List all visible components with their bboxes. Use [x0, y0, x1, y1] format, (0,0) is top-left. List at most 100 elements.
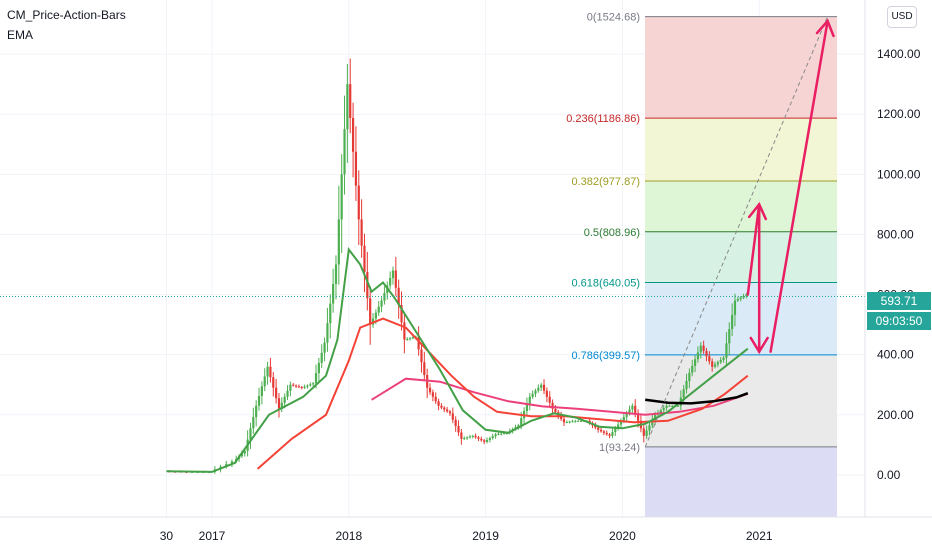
candle-body	[594, 425, 597, 428]
candle-body	[377, 306, 380, 313]
candle-body	[460, 432, 463, 439]
candle-body	[719, 359, 722, 363]
candle-body	[725, 343, 728, 358]
candle-body	[275, 387, 278, 399]
candle-body	[531, 393, 534, 397]
candle-body	[608, 434, 611, 436]
fib-band	[645, 282, 837, 355]
candle-body	[334, 264, 338, 285]
candle-body	[488, 438, 491, 440]
indicator-label-price-action[interactable]: CM_Price-Action-Bars	[7, 8, 126, 22]
candle-body	[326, 323, 329, 343]
candle-body	[733, 300, 737, 315]
candle-body	[537, 387, 540, 391]
candle-body	[648, 425, 651, 431]
candle-body	[494, 434, 497, 437]
candle-body	[406, 338, 409, 340]
candle-body	[434, 396, 437, 402]
candle-body	[343, 129, 346, 175]
candle-body	[297, 386, 301, 388]
fib-level-label: 1(93.24)	[599, 442, 640, 454]
candle-body	[457, 426, 460, 433]
x-tick-label: 30	[160, 529, 174, 543]
fib-trend-line	[644, 16, 829, 448]
candle-body	[708, 356, 711, 362]
y-tick-label: 200.00	[877, 408, 914, 422]
candle-body	[722, 357, 725, 360]
last-price-label: 593.71	[867, 292, 931, 310]
candle-body	[391, 270, 395, 279]
candle-body	[243, 450, 246, 454]
candle-body	[303, 386, 306, 388]
fib-level-label: 0.236(1186.86)	[566, 113, 640, 125]
candle-body	[548, 396, 551, 403]
candle-body	[602, 431, 605, 433]
candle-body	[528, 396, 531, 404]
candle-body	[491, 436, 494, 439]
fib-band	[645, 231, 837, 283]
candle-body	[380, 300, 383, 307]
candle-body	[317, 362, 320, 374]
candle-body	[736, 299, 739, 301]
candle-body	[351, 117, 355, 152]
ema-fast-line	[166, 246, 749, 473]
candle-body	[642, 428, 645, 436]
candle-body	[346, 84, 349, 130]
candle-body	[651, 420, 654, 426]
candle-body	[468, 436, 472, 438]
candle-body	[357, 185, 360, 220]
candle-body	[286, 390, 289, 397]
candle-body	[617, 424, 620, 429]
candle-body	[255, 405, 258, 418]
candle-body	[696, 352, 700, 360]
candle-body	[394, 270, 397, 288]
candle-body	[702, 345, 705, 351]
candle-body	[428, 387, 432, 393]
candle-body	[309, 384, 312, 386]
candle-body	[634, 405, 637, 414]
candle-body	[685, 380, 688, 390]
candle-body	[323, 342, 326, 353]
candle-body	[503, 433, 506, 435]
candle-body	[230, 461, 234, 465]
candle-body	[711, 361, 714, 367]
fib-level-label: 0.5(808.96)	[584, 227, 640, 239]
candle-body	[568, 421, 571, 423]
fib-level-label: 0(1524.68)	[587, 12, 640, 24]
candle-body	[619, 420, 623, 425]
indicator-label-ema[interactable]: EMA	[7, 28, 34, 42]
candle-body	[312, 383, 315, 385]
candle-body	[500, 433, 503, 435]
candle-body	[431, 392, 434, 397]
candle-body	[520, 418, 523, 426]
candle-body	[716, 362, 719, 365]
fib-band	[645, 354, 837, 447]
candle-body	[540, 384, 543, 388]
fib-level-label: 0.618(640.05)	[572, 278, 641, 290]
candle-body	[688, 372, 691, 381]
candle-body	[354, 151, 358, 186]
candle-body	[240, 453, 244, 457]
candle-body	[337, 219, 340, 265]
projection-arrow-head	[815, 18, 835, 38]
candle-body	[360, 219, 363, 246]
fib-level-label: 0.382(977.87)	[572, 176, 641, 188]
candle-body	[292, 384, 295, 386]
candle-body	[579, 420, 583, 422]
candle-body	[437, 401, 440, 406]
candle-body	[252, 417, 255, 429]
candle-body	[463, 438, 466, 440]
candle-body	[645, 430, 648, 436]
y-tick-label: 1000.00	[877, 167, 921, 181]
candle-body	[443, 407, 446, 410]
candle-body	[705, 350, 708, 357]
y-tick-label: 0.00	[877, 468, 901, 482]
candle-body	[257, 396, 261, 406]
candle-body	[471, 435, 474, 437]
fib-level-label: 0.786(399.57)	[572, 350, 641, 362]
candle-body	[454, 419, 457, 427]
candle-body	[605, 432, 608, 435]
fit-curve-line	[645, 392, 749, 405]
currency-button[interactable]: USD	[887, 6, 917, 28]
